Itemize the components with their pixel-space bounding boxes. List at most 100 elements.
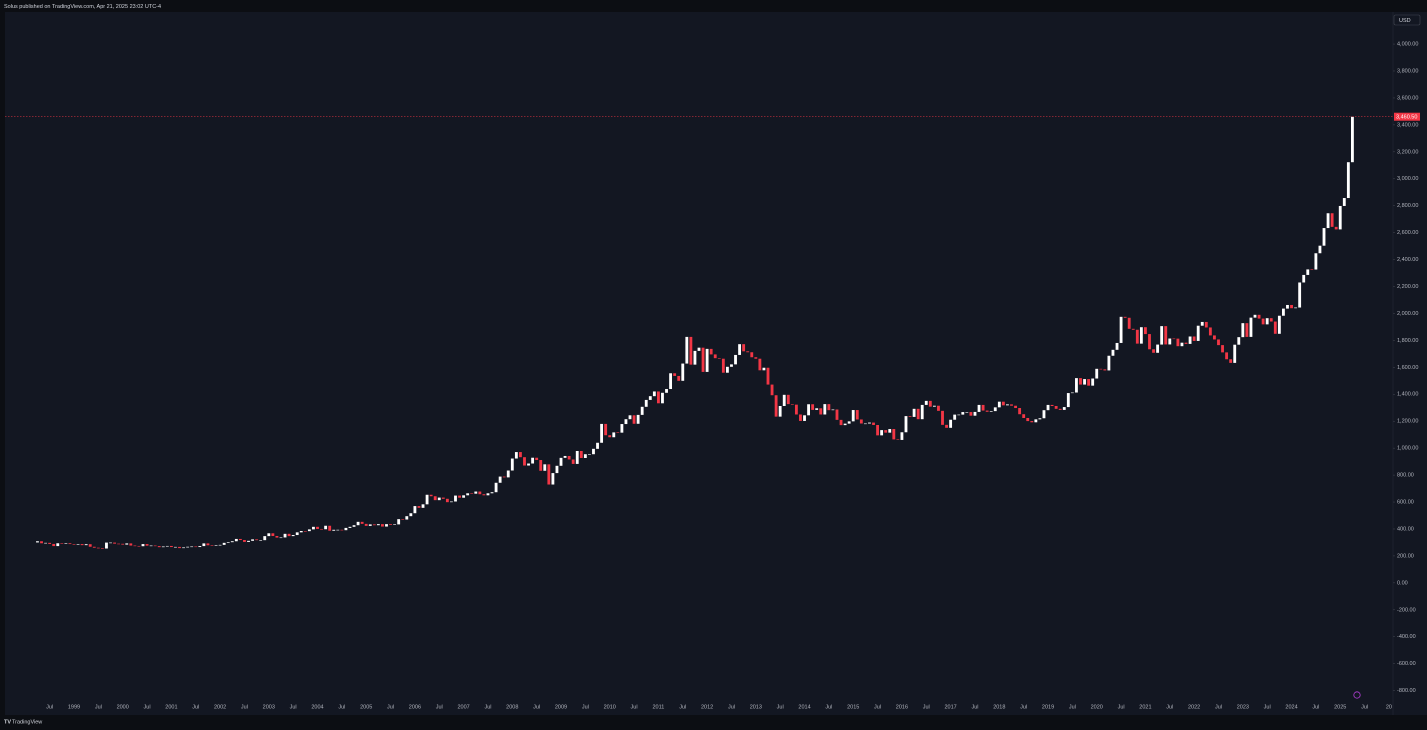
- x-tick-label: Jul: [1118, 704, 1125, 710]
- event-icon[interactable]: [1353, 691, 1361, 699]
- candle-body: [1054, 405, 1058, 409]
- candle-body: [725, 366, 729, 373]
- candle-body: [880, 430, 884, 436]
- candle-body: [267, 533, 271, 537]
- x-tick-label: 2001: [165, 704, 177, 710]
- candle-body: [1111, 349, 1115, 356]
- candle-body: [494, 482, 498, 493]
- candle-body: [693, 350, 697, 365]
- x-tick-label: 2022: [1188, 704, 1200, 710]
- candle-body: [1221, 345, 1224, 353]
- candle-body: [1030, 421, 1034, 423]
- candle-body: [677, 375, 681, 381]
- candle-body: [985, 410, 989, 412]
- candle-body: [803, 415, 806, 421]
- candle-body: [1229, 359, 1233, 363]
- candle-body: [656, 391, 660, 404]
- candle-body: [1087, 379, 1091, 386]
- candle-body: [1058, 408, 1062, 410]
- candle-body: [884, 430, 888, 433]
- candle-body: [835, 409, 839, 420]
- candle-body: [1107, 355, 1111, 371]
- x-tick-label: Jul: [1166, 704, 1173, 710]
- candle-body: [989, 411, 993, 412]
- candle-body: [551, 473, 555, 485]
- candle-body: [1302, 274, 1306, 283]
- y-tick-label: 2,400.00: [1397, 257, 1418, 263]
- last-price-label: 3,460.50: [1396, 114, 1417, 120]
- candle-body: [1038, 418, 1042, 420]
- candle-body: [109, 542, 112, 544]
- candle-body: [669, 373, 673, 390]
- candle-body: [437, 497, 441, 501]
- candle-body: [303, 530, 307, 532]
- candle-body: [429, 494, 433, 497]
- candle-body: [194, 546, 198, 548]
- x-tick-label: 2025: [1334, 704, 1346, 710]
- candle-body: [1237, 337, 1241, 345]
- candle-body: [161, 546, 165, 548]
- candle-body: [770, 384, 774, 396]
- candle-body: [993, 407, 997, 412]
- tv-logo-mark: TV: [4, 719, 11, 725]
- candle-body: [636, 414, 640, 424]
- x-tick-label: 20: [1386, 704, 1392, 710]
- candle-body: [969, 412, 973, 416]
- candle-body: [640, 406, 644, 415]
- candle-body: [441, 497, 445, 499]
- candle-body: [137, 545, 141, 547]
- candle-body: [730, 364, 733, 367]
- candle-body: [1176, 338, 1180, 347]
- candle-body: [376, 524, 380, 526]
- candle-body: [937, 405, 940, 411]
- candle-body: [113, 542, 116, 544]
- currency-button[interactable]: [1393, 14, 1421, 26]
- candle-body: [652, 391, 656, 397]
- candle-body: [243, 540, 246, 542]
- candle-body: [397, 519, 401, 525]
- candle-body: [1135, 329, 1139, 344]
- candle-body: [1282, 308, 1285, 316]
- candle-body: [413, 506, 417, 514]
- y-tick-label: -800.00: [1397, 688, 1416, 694]
- candle-body: [1034, 419, 1038, 423]
- candle-body: [1156, 344, 1160, 353]
- candle-body: [450, 501, 453, 503]
- x-tick-label: 2024: [1285, 704, 1297, 710]
- candle-body: [794, 404, 798, 415]
- candle-body: [973, 411, 977, 416]
- candle-body: [571, 459, 575, 464]
- candle-body: [1164, 326, 1168, 345]
- candle-body: [685, 336, 689, 364]
- candle-body: [1342, 198, 1346, 206]
- candle-body: [1261, 318, 1265, 325]
- candle-body: [977, 404, 981, 412]
- x-tick-label: 2004: [311, 704, 323, 710]
- x-tick-label: Jul: [192, 704, 199, 710]
- candle-body: [356, 521, 360, 526]
- candle-body: [807, 404, 810, 416]
- candle-body: [689, 336, 693, 365]
- candle-body: [1314, 253, 1318, 270]
- candle-body: [1172, 338, 1176, 340]
- x-tick-label: Jul: [631, 704, 638, 710]
- candle-body: [1050, 404, 1054, 406]
- candle-body: [1119, 316, 1123, 343]
- candle-body: [624, 419, 628, 425]
- candle-body: [1006, 404, 1009, 406]
- candle-body: [815, 408, 819, 410]
- candle-body: [750, 352, 754, 358]
- candle-body: [738, 344, 742, 355]
- candle-body: [1070, 392, 1074, 394]
- candle-body: [417, 506, 421, 508]
- candle-body: [827, 404, 831, 411]
- currency-label[interactable]: USD: [1399, 18, 1411, 24]
- x-tick-label: Jul: [144, 704, 151, 710]
- candle-body: [811, 404, 815, 410]
- x-tick-label: 2007: [457, 704, 469, 710]
- candle-body: [721, 358, 725, 373]
- candle-body: [1066, 393, 1070, 408]
- candle-body: [616, 432, 620, 433]
- y-tick-label: 3,200.00: [1397, 149, 1418, 155]
- candle-body: [896, 439, 900, 441]
